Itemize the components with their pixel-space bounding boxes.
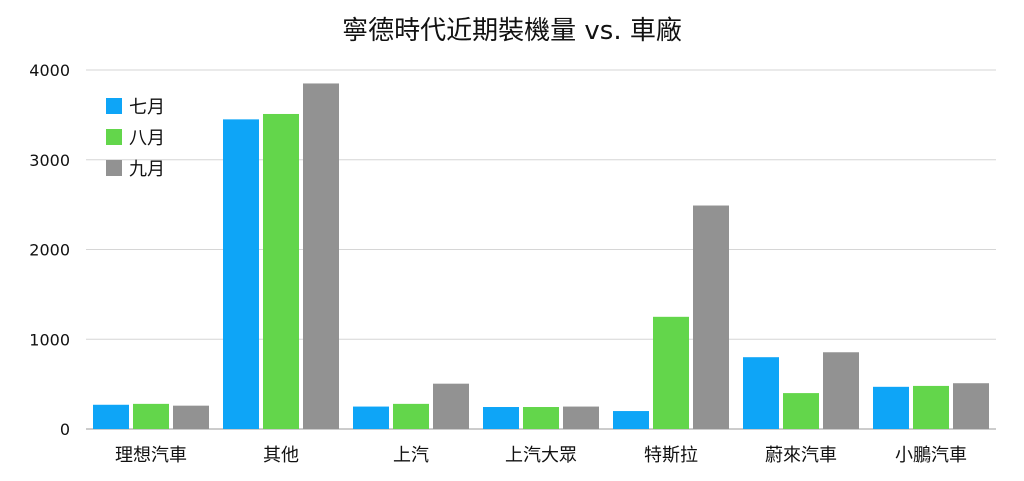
bar — [483, 407, 519, 429]
bar — [613, 411, 649, 429]
x-tick-label: 小鵬汽車 — [895, 445, 967, 466]
y-tick-label: 4000 — [29, 61, 70, 80]
bar — [263, 113, 299, 429]
bar — [173, 405, 209, 429]
bar — [223, 119, 259, 430]
x-tick-label: 特斯拉 — [644, 445, 698, 466]
x-tick-label: 理想汽車 — [115, 445, 187, 466]
bar — [563, 406, 599, 429]
bar — [953, 383, 989, 429]
x-tick-label: 其他 — [263, 445, 299, 466]
bar — [783, 393, 819, 429]
legend-label: 七月 — [129, 97, 165, 118]
y-tick-label: 3000 — [29, 151, 70, 170]
bar — [433, 383, 469, 429]
bar — [133, 403, 169, 429]
y-tick-label: 2000 — [29, 241, 70, 260]
bar — [693, 205, 729, 429]
bar — [823, 352, 859, 429]
bar — [303, 83, 339, 430]
bar — [743, 357, 779, 429]
legend-swatch — [106, 98, 122, 114]
bar — [393, 403, 429, 429]
legend-swatch — [106, 129, 122, 145]
legend-swatch — [106, 160, 122, 176]
bar — [913, 385, 949, 429]
bar — [873, 386, 909, 429]
y-tick-label: 0 — [60, 420, 70, 439]
bar — [653, 316, 689, 429]
legend-label: 八月 — [129, 128, 165, 149]
legend-label: 九月 — [129, 159, 165, 180]
x-tick-label: 上汽 — [393, 445, 429, 466]
bar — [353, 406, 389, 429]
bar — [93, 404, 129, 429]
x-tick-label: 蔚來汽車 — [765, 445, 837, 466]
y-tick-label: 1000 — [29, 330, 70, 349]
x-tick-label: 上汽大眾 — [505, 445, 577, 466]
bar — [523, 407, 559, 429]
chart-title: 寧德時代近期裝機量 vs. 車廠 — [342, 16, 682, 46]
